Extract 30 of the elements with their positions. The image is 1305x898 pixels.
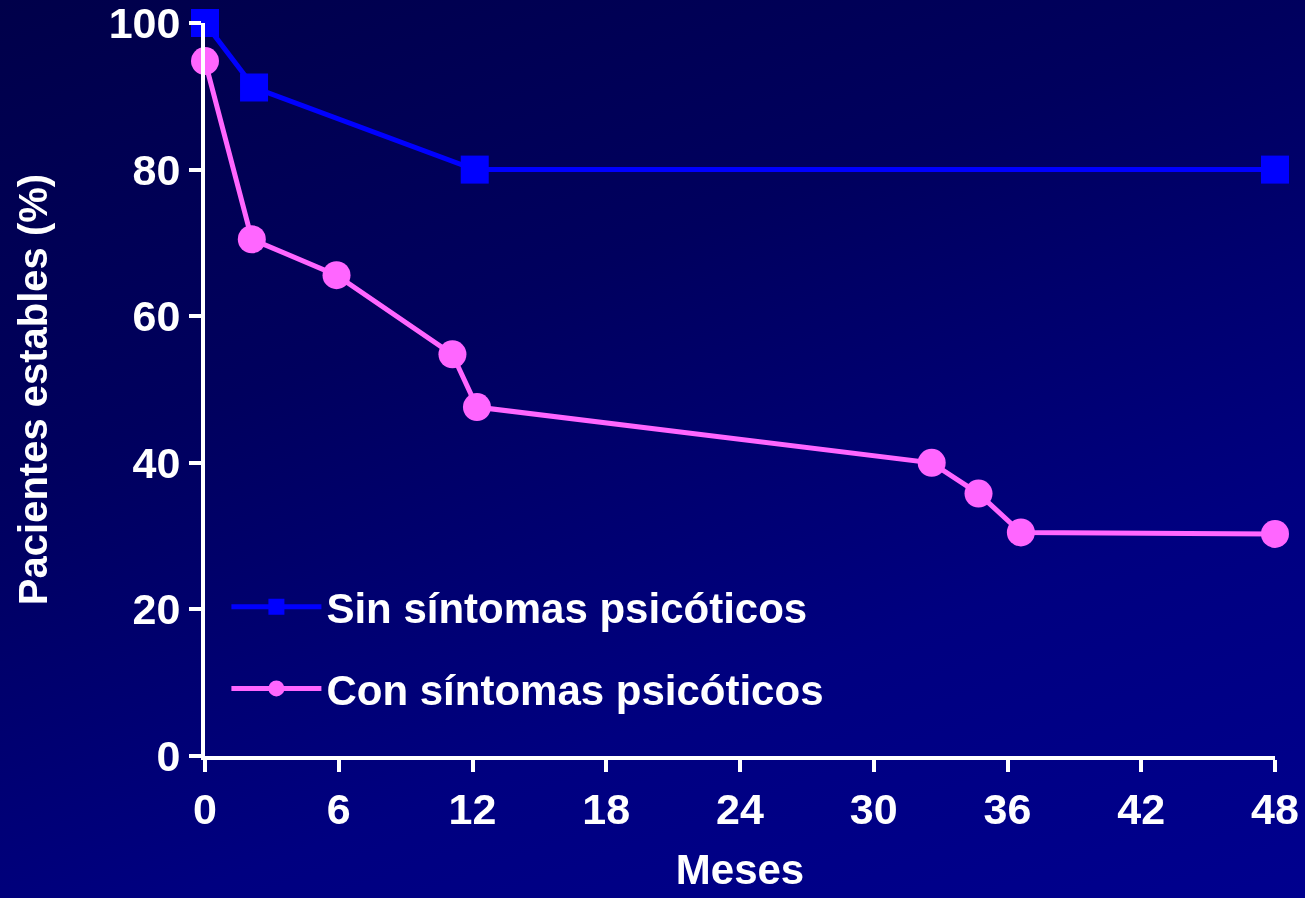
y-axis-title: Pacientes estables (%) bbox=[10, 173, 55, 606]
x-axis-title: Meses bbox=[675, 846, 805, 893]
legend-label: Sin síntomas psicóticos bbox=[326, 585, 808, 633]
x-tick-label: 30 bbox=[849, 784, 898, 833]
x-tick-label: 0 bbox=[193, 784, 217, 833]
point bbox=[1006, 518, 1035, 547]
x-tick-label: 48 bbox=[1251, 784, 1299, 833]
y-tick-label: 80 bbox=[132, 145, 181, 194]
y-tick-label: 40 bbox=[132, 438, 181, 487]
y-tick-label: 0 bbox=[156, 732, 181, 781]
point bbox=[240, 73, 269, 102]
point bbox=[462, 393, 491, 422]
point bbox=[1261, 155, 1289, 184]
point bbox=[964, 479, 993, 508]
legend-label: Con síntomas psicóticos bbox=[326, 666, 824, 714]
x-tick-label: 24 bbox=[716, 784, 764, 833]
y-tick-label: 100 bbox=[108, 0, 181, 48]
x-tick-label: 18 bbox=[582, 784, 631, 833]
y-tick-label: 60 bbox=[132, 292, 181, 341]
point bbox=[1261, 519, 1289, 548]
point bbox=[460, 155, 489, 184]
x-tick-label: 42 bbox=[1117, 784, 1166, 833]
point bbox=[438, 340, 467, 369]
x-tick-label: 6 bbox=[326, 784, 351, 833]
point bbox=[322, 261, 351, 290]
x-tick-label: 36 bbox=[983, 784, 1032, 833]
point bbox=[917, 448, 946, 477]
point bbox=[237, 225, 266, 254]
y-tick-label: 20 bbox=[132, 585, 181, 634]
x-tick-label: 12 bbox=[448, 784, 497, 833]
